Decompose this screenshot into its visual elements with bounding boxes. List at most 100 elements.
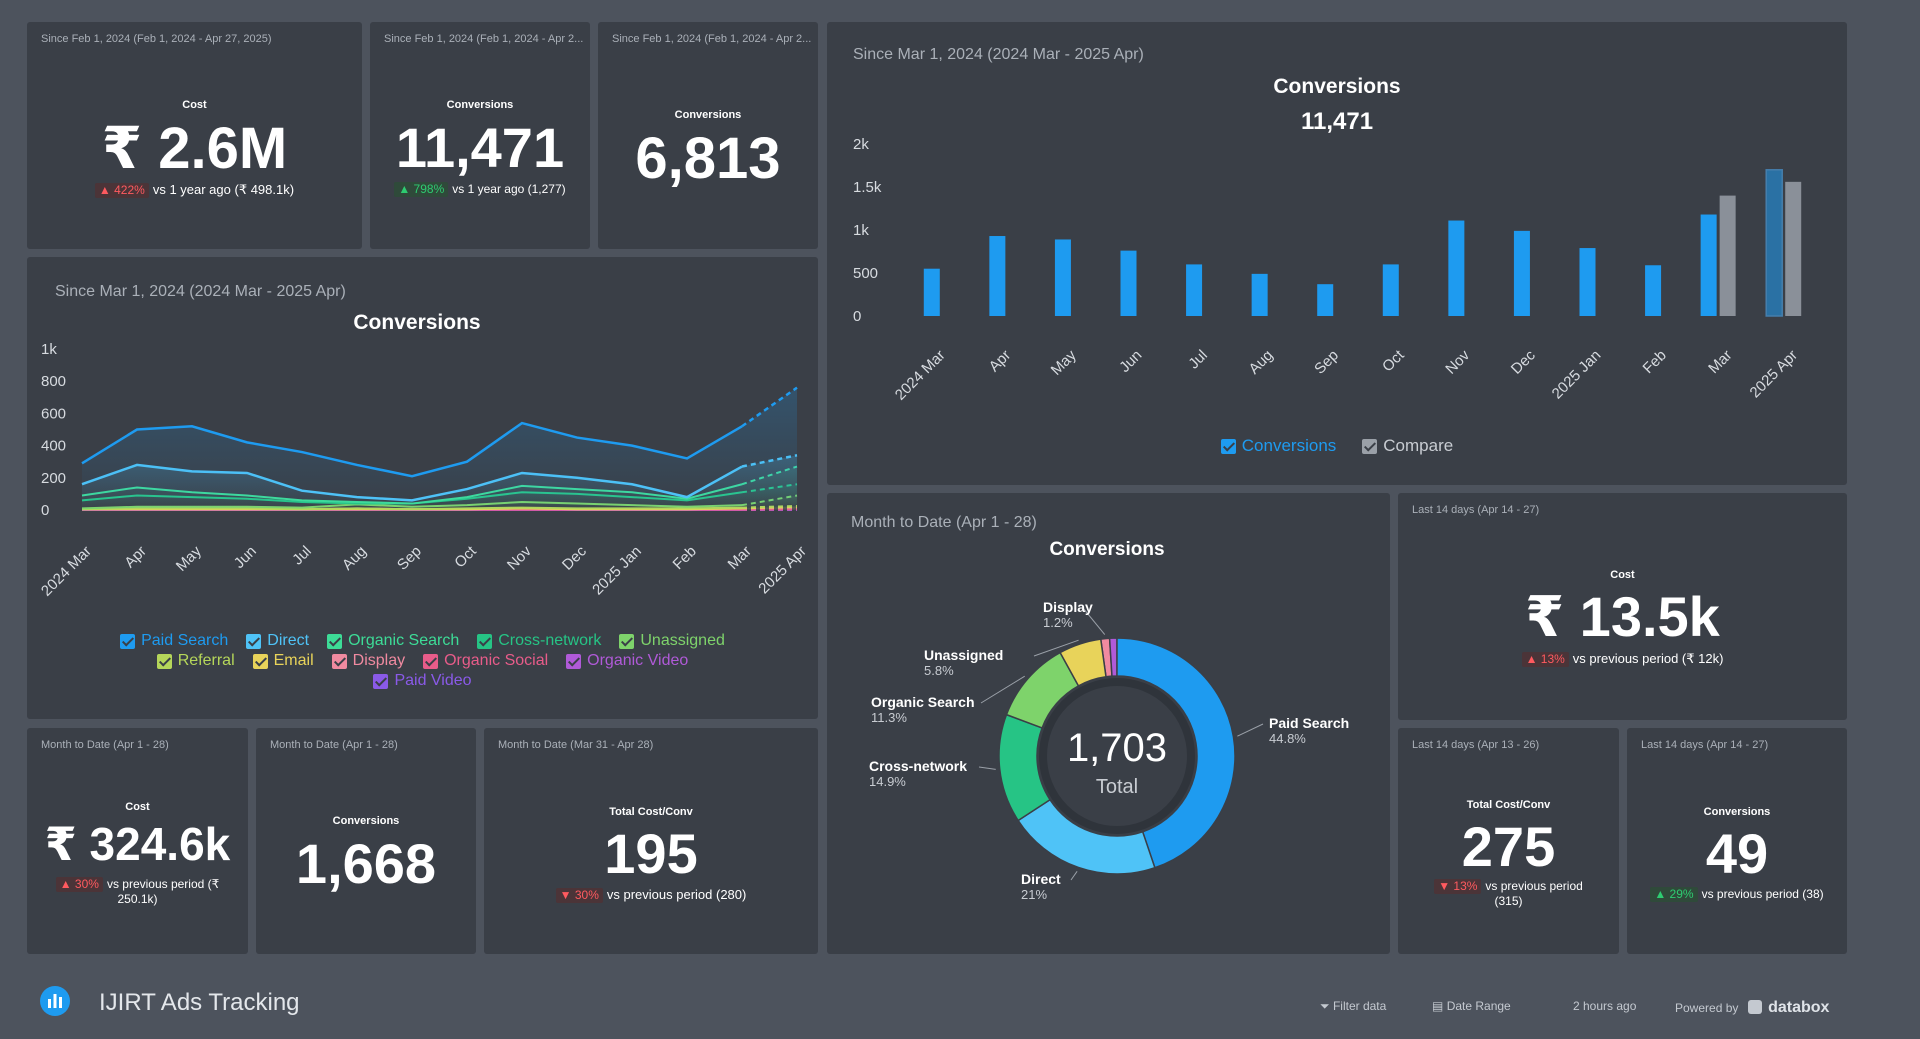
legend-item-conversions[interactable]: Conversions — [1220, 436, 1336, 456]
calendar-icon: ▤ — [1432, 999, 1444, 1013]
tile-subtitle: Month to Date (Apr 1 - 28) — [851, 514, 1037, 531]
bar-conversions — [923, 268, 940, 316]
slice-label: Cross-network — [869, 758, 967, 774]
legend-item-paid-video[interactable]: Paid Video — [373, 672, 472, 690]
bar-chart-tile[interactable]: Since Mar 1, 2024 (2024 Mar - 2025 Apr) … — [827, 22, 1847, 485]
comparison-text: vs previous period (₹ — [106, 877, 220, 891]
tile-subtitle: Month to Date (Mar 31 - Apr 28) — [498, 739, 654, 751]
checkbox-icon[interactable] — [252, 653, 268, 669]
legend-item-display[interactable]: Display — [331, 652, 405, 670]
series-line — [81, 421, 743, 478]
kpi-comparison: ▲ 30% vs previous period (₹ 250.1k) — [27, 877, 248, 907]
legend-item-paid-search[interactable]: Paid Search — [120, 632, 228, 650]
bar-compare — [1719, 195, 1736, 316]
donut-chart-tile[interactable]: Month to Date (Apr 1 - 28) Conversions 1… — [827, 493, 1390, 954]
line-chart-tile[interactable]: Since Mar 1, 2024 (2024 Mar - 2025 Apr) … — [27, 257, 818, 719]
kpi-conv-mtd-tile[interactable]: Month to Date (Apr 1 - 28) Conversions 1… — [256, 728, 476, 954]
kpi-value: 275 — [1461, 815, 1556, 878]
date-range-label: Date Range — [1446, 999, 1511, 1013]
kpi-label: Total Cost/Conv — [609, 806, 693, 818]
bar-chart[interactable]: 0 500 1k 1.5k 2k 2024 Mar Apr May Jun Jul Aug Sep Oc… — [827, 22, 1847, 422]
databox-brand[interactable]: databox — [1768, 999, 1830, 1016]
legend-label: Cross-network — [498, 632, 602, 649]
legend-item-compare[interactable]: Compare — [1362, 436, 1453, 456]
comparison-text-2: 250.1k) — [117, 892, 158, 906]
donut-slice — [1017, 798, 1156, 875]
legend-label: Compare — [1383, 436, 1454, 455]
kpi-cost-14-tile[interactable]: Last 14 days (Apr 14 - 27) Cost ₹ 13.5k … — [1398, 493, 1847, 720]
checkbox-icon[interactable] — [1220, 438, 1236, 454]
tile-subtitle: Month to Date (Apr 1 - 28) — [270, 739, 398, 751]
dashboard-title[interactable]: IJIRT Ads Tracking — [99, 989, 300, 1016]
donut-center-value: 1,703 — [1067, 726, 1167, 770]
checkbox-icon[interactable] — [477, 633, 493, 649]
kpi-cpc-14-tile[interactable]: Last 14 days (Apr 13 - 26) Total Cost/Co… — [1398, 728, 1619, 954]
kpi-conv-year-tile[interactable]: Since Feb 1, 2024 (Feb 1, 2024 - Apr 2..… — [370, 22, 590, 249]
tile-subtitle: Since Feb 1, 2024 (Feb 1, 2024 - Apr 27,… — [41, 33, 272, 45]
checkbox-icon[interactable] — [120, 633, 136, 649]
slice-label: Display — [1043, 599, 1093, 615]
legend-label: Organic Video — [587, 652, 689, 669]
kpi-value: 1,668 — [295, 832, 437, 895]
checkbox-icon[interactable] — [156, 653, 172, 669]
checkbox-icon[interactable] — [327, 633, 343, 649]
comparison-text: vs previous period (38) — [1701, 887, 1824, 901]
checkbox-icon[interactable] — [566, 653, 582, 669]
legend-item-organic-video[interactable]: Organic Video — [566, 652, 688, 670]
x-tick-label: May — [1048, 346, 1080, 378]
kpi-conv-total-tile[interactable]: Since Feb 1, 2024 (Feb 1, 2024 - Apr 2..… — [598, 22, 818, 249]
checkbox-icon[interactable] — [423, 653, 439, 669]
kpi-label: Conversions — [1703, 806, 1771, 818]
checkbox-icon[interactable] — [331, 653, 347, 669]
bar-conversions — [1186, 264, 1203, 316]
comparison-text: vs previous period (₹ 12k) — [1572, 651, 1724, 666]
x-tick-label: Oct — [1379, 346, 1408, 375]
kpi-label: Cost — [182, 99, 207, 111]
bar-conversions — [1513, 230, 1530, 316]
x-tick-label: 2025 Apr — [1747, 347, 1801, 401]
checkbox-icon[interactable] — [619, 633, 635, 649]
kpi-cost-year-tile[interactable]: Since Feb 1, 2024 (Feb 1, 2024 - Apr 27,… — [27, 22, 362, 249]
kpi-label: Cost — [1610, 569, 1635, 581]
y-tick-label: 0 — [41, 502, 49, 519]
x-tick-label: Apr — [121, 543, 150, 572]
filter-data-button[interactable]: ⏷ Filter data — [1320, 999, 1386, 1014]
legend-item-cross-network[interactable]: Cross-network — [477, 632, 601, 650]
legend-item-organic-search[interactable]: Organic Search — [327, 632, 459, 650]
x-tick-label: Jul — [289, 543, 315, 569]
legend-item-direct[interactable]: Direct — [246, 632, 309, 650]
checkbox-icon[interactable] — [373, 673, 389, 689]
donut-slice — [1059, 638, 1107, 687]
label-leader — [978, 766, 996, 770]
kpi-value: ₹ 13.5k — [1525, 585, 1720, 648]
legend-item-referral[interactable]: Referral — [156, 652, 235, 670]
kpi-value: 49 — [1705, 822, 1769, 885]
y-tick-label: 0 — [853, 308, 861, 325]
x-tick-label: Nov — [504, 542, 535, 573]
checkbox-icon[interactable] — [246, 633, 262, 649]
tile-subtitle: Last 14 days (Apr 14 - 27) — [1412, 504, 1540, 516]
kpi-comparison: ▲ 798% vs 1 year ago (1,277) — [370, 182, 590, 197]
kpi-label: Conversions — [674, 109, 742, 121]
checkbox-icon[interactable] — [1362, 438, 1378, 454]
kpi-conv-14-tile[interactable]: Last 14 days (Apr 14 - 27) Conversions 4… — [1627, 728, 1847, 954]
line-chart[interactable]: 0 200 400 600 800 1k 2024 Mar Apr May Jun Jul Aug Se… — [27, 257, 818, 617]
label-leader — [1070, 871, 1078, 881]
tile-subtitle: Last 14 days (Apr 13 - 26) — [1412, 739, 1540, 751]
legend-item-organic-social[interactable]: Organic Social — [423, 652, 548, 670]
legend-item-unassigned[interactable]: Unassigned — [619, 632, 725, 650]
change-badge: ▲ 29% — [1650, 887, 1698, 902]
x-tick-label: Sep — [394, 543, 425, 574]
line-legend-row-2: Referral Email Display Organic Social Or… — [27, 652, 818, 670]
y-tick-label: 1.5k — [853, 179, 882, 196]
bar-conversions — [1317, 284, 1334, 316]
kpi-cost-mtd-tile[interactable]: Month to Date (Apr 1 - 28) Cost ₹ 324.6k… — [27, 728, 248, 954]
date-range-button[interactable]: ▤ Date Range — [1432, 999, 1511, 1013]
y-tick-label: 500 — [853, 265, 878, 282]
label-leader — [980, 675, 1025, 704]
tile-subtitle: Since Mar 1, 2024 (2024 Mar - 2025 Apr) — [853, 46, 1144, 63]
legend-item-email[interactable]: Email — [252, 652, 314, 670]
slice-percent: 14.9% — [869, 774, 906, 789]
kpi-cpc-mtd-tile[interactable]: Month to Date (Mar 31 - Apr 28) Total Co… — [484, 728, 818, 954]
